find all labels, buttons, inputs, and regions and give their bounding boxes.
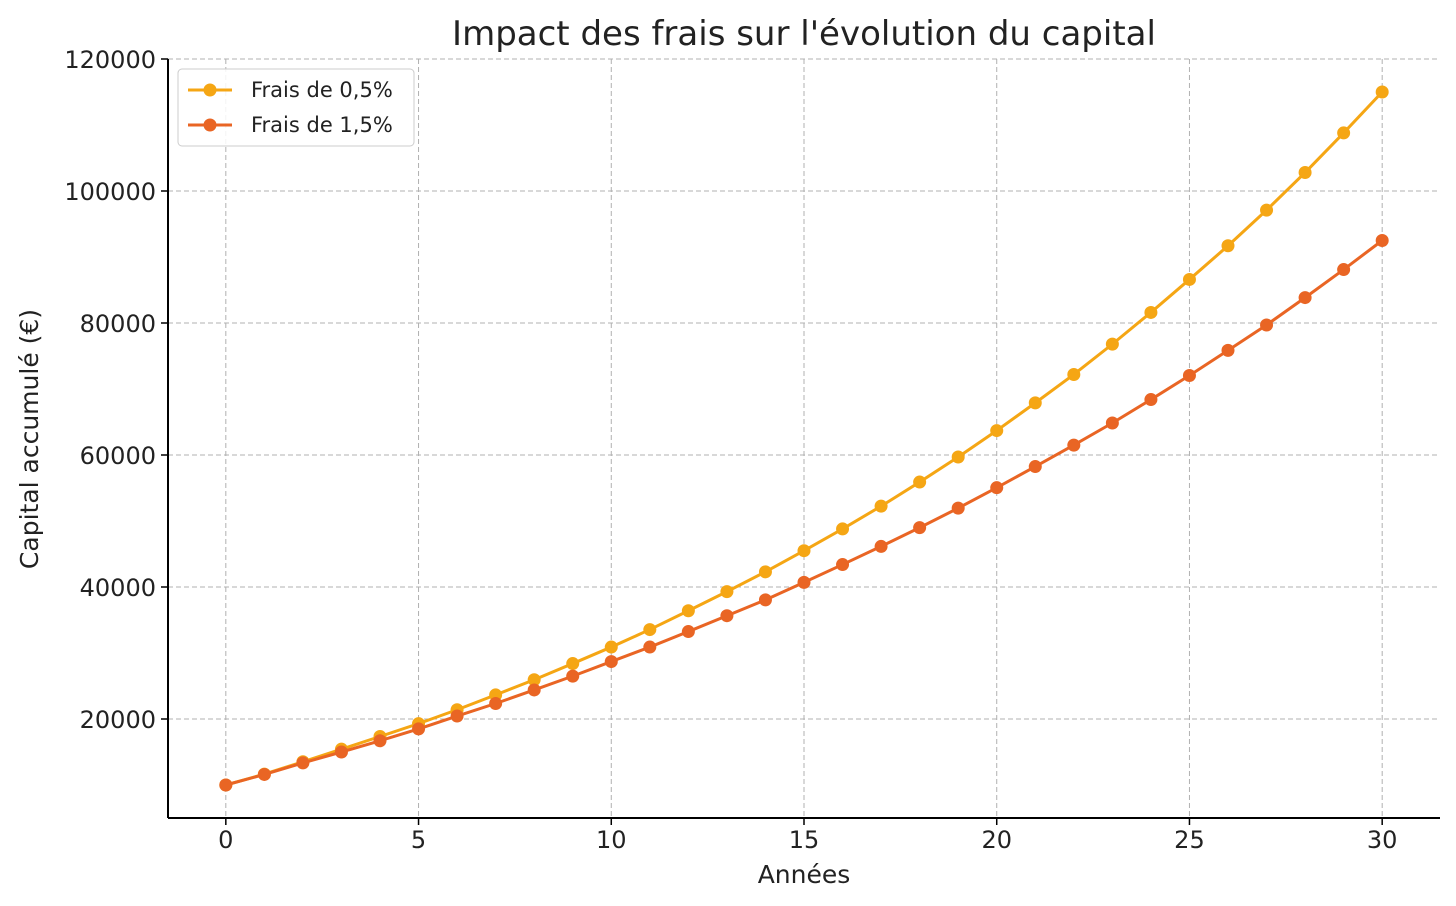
data-point: [1182, 272, 1196, 286]
data-point: [489, 696, 503, 710]
data-point: [296, 756, 310, 770]
y-tick-label: 40000: [80, 574, 156, 602]
data-point: [1067, 367, 1081, 381]
data-point: [566, 657, 580, 671]
data-point: [219, 778, 233, 792]
data-point: [681, 625, 695, 639]
legend-marker: [203, 83, 217, 97]
chart-title: Impact des frais sur l'évolution du capi…: [452, 14, 1156, 54]
legend-label: Frais de 1,5%: [251, 113, 393, 137]
series-2: [219, 234, 1389, 792]
data-point: [1067, 438, 1081, 452]
data-point: [758, 593, 772, 607]
legend-marker: [203, 118, 217, 132]
data-point: [1144, 393, 1158, 407]
data-point: [604, 640, 618, 654]
data-point: [836, 522, 850, 536]
data-point: [1375, 234, 1389, 247]
data-point: [604, 655, 618, 669]
data-point: [1182, 368, 1196, 382]
y-axis-label: Capital accumulé (€): [15, 309, 44, 569]
x-tick-label: 30: [1367, 826, 1398, 854]
x-axis-label: Années: [758, 860, 851, 889]
x-tick-label: 10: [596, 826, 627, 854]
data-point: [1298, 166, 1312, 180]
data-point: [681, 604, 695, 618]
data-point: [1105, 416, 1119, 430]
data-point: [951, 450, 965, 464]
data-point: [1337, 263, 1351, 277]
y-tick-label: 20000: [80, 706, 156, 734]
legend: Frais de 0,5% Frais de 1,5%: [177, 68, 415, 147]
data-point: [373, 734, 387, 748]
data-point: [1105, 337, 1119, 351]
data-point: [1028, 460, 1042, 474]
data-point: [257, 767, 271, 781]
data-point: [334, 745, 348, 759]
data-point: [1260, 203, 1274, 217]
y-tick-label: 120000: [64, 46, 156, 74]
data-point: [527, 673, 541, 687]
y-axis-ticks: 20000 40000 60000 80000 100000 120000: [64, 46, 168, 734]
data-point: [566, 669, 580, 683]
data-point: [643, 640, 657, 654]
data-point: [1221, 239, 1235, 253]
x-tick-label: 15: [789, 826, 820, 854]
data-point: [951, 501, 965, 515]
y-tick-label: 80000: [80, 310, 156, 338]
data-point: [643, 623, 657, 637]
data-point: [450, 709, 464, 723]
data-point: [874, 499, 888, 513]
data-point: [913, 521, 927, 535]
data-point: [1028, 396, 1042, 410]
x-tick-label: 25: [1174, 826, 1205, 854]
data-point: [412, 722, 426, 736]
data-point: [720, 585, 734, 599]
data-point: [1144, 305, 1158, 319]
data-point: [990, 481, 1004, 495]
data-point: [797, 544, 811, 558]
data-point: [1298, 291, 1312, 305]
data-point: [1375, 85, 1389, 99]
y-tick-label: 100000: [64, 178, 156, 206]
data-point: [527, 683, 541, 697]
x-tick-label: 20: [981, 826, 1012, 854]
data-point: [720, 609, 734, 623]
data-point: [758, 565, 772, 579]
legend-box: [177, 68, 415, 147]
series-lines: [219, 85, 1389, 792]
data-point: [913, 475, 927, 489]
data-point: [836, 558, 850, 572]
x-tick-label: 0: [218, 826, 233, 854]
grid: [168, 58, 1440, 818]
y-tick-label: 60000: [80, 442, 156, 470]
x-tick-label: 5: [411, 826, 426, 854]
data-point: [1221, 343, 1235, 357]
legend-label: Frais de 0,5%: [251, 78, 393, 102]
data-point: [1260, 318, 1274, 332]
data-point: [874, 539, 888, 553]
x-axis-ticks: 0 5 10 15 20 25 30: [218, 818, 1397, 854]
data-point: [990, 424, 1004, 438]
data-point: [1337, 126, 1351, 140]
data-point: [797, 575, 811, 589]
